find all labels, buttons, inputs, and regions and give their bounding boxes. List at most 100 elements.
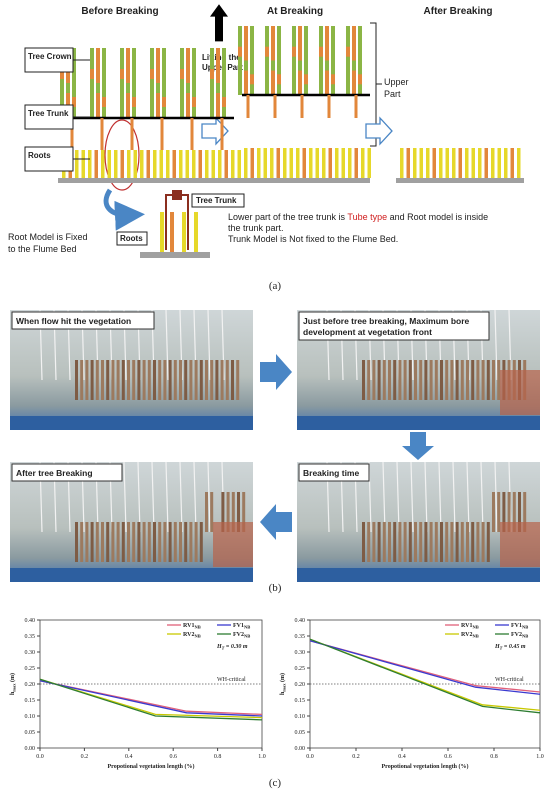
legend-entry: FV1NB: [511, 623, 528, 630]
crown-patch: [120, 69, 124, 79]
crown-bar: [331, 26, 335, 95]
vegetation: [142, 360, 146, 400]
vegetation: [215, 360, 219, 400]
series-line: [39, 680, 263, 716]
vegetation: [116, 360, 120, 400]
y-tick-label: 0.40: [25, 618, 36, 624]
rope: [207, 309, 211, 381]
vegetation: [486, 522, 490, 562]
y-tick-label: 0.35: [295, 634, 306, 640]
x-tick-label: 1.0: [536, 754, 544, 760]
legend-name: FV2: [233, 632, 244, 638]
legend-name: RV2: [461, 632, 472, 638]
y-tick-label: 0.15: [295, 698, 306, 704]
root-bar: [289, 148, 293, 178]
vegetation: [132, 522, 136, 562]
photo-label: After tree Breaking: [16, 468, 93, 478]
root-bar: [400, 148, 404, 178]
label: Roots: [28, 151, 51, 160]
vegetation: [168, 360, 172, 400]
y-axis-label: hmax (m): [279, 673, 287, 695]
label-box: [11, 311, 155, 330]
root-bar: [182, 212, 186, 252]
crown-patch: [216, 83, 220, 93]
root-bar: [160, 212, 164, 252]
root-bar: [283, 148, 287, 178]
vegetation: [90, 522, 94, 562]
y-tick-label: 0.30: [295, 650, 306, 656]
legend-name: RV1: [183, 623, 194, 629]
rope: [165, 461, 169, 533]
vegetation: [486, 360, 490, 400]
annotation-part: H: [216, 644, 222, 650]
root-bar: [250, 148, 254, 178]
legend-entry: FV2NB: [511, 632, 528, 639]
y-axis-label: hmax (m): [9, 673, 17, 695]
annotation: HT = 0.30 m: [216, 644, 248, 651]
x-tick-label: 0.4: [125, 754, 133, 760]
crown-patch: [346, 46, 350, 57]
crown-bar: [222, 48, 226, 118]
crown-patch: [277, 74, 281, 85]
crown-bar: [292, 26, 296, 95]
legend-entry: FV1NB: [233, 623, 250, 630]
label-box: [116, 231, 148, 246]
crown-patch: [150, 69, 154, 79]
vegetation: [440, 360, 443, 400]
vegetation: [398, 522, 402, 562]
vegetation: [398, 360, 402, 400]
vegetation: [163, 522, 167, 562]
caption: (b): [269, 582, 282, 594]
vegetation: [466, 522, 469, 562]
crown-bar: [319, 26, 323, 95]
legend-entry: RV1NB: [461, 623, 479, 630]
root-bar: [471, 148, 475, 178]
vegetation: [236, 360, 240, 400]
arrow: [201, 116, 229, 146]
crown-patch: [250, 74, 254, 85]
arrow: [402, 432, 434, 460]
vegetation: [367, 522, 371, 562]
rope: [123, 461, 127, 533]
vegetation: [445, 360, 449, 400]
root-bar: [439, 148, 443, 178]
root-bar: [491, 148, 495, 178]
label: Tree Crown: [28, 52, 72, 61]
chart: 0.00 0.05 0.10 0.15 0.20 0.25 0.30 0.35 0.40 0.0 0…: [279, 618, 544, 770]
vegetation: [377, 522, 381, 562]
y-tick-label: 0.30: [25, 650, 36, 656]
crown-patch: [96, 83, 100, 93]
vegetation: [497, 492, 501, 532]
vegetation: [101, 360, 104, 400]
y-tick-label: 0.10: [25, 714, 36, 720]
rope: [207, 461, 211, 533]
vegetation: [512, 492, 516, 532]
legend-entry: RV2NB: [183, 632, 201, 639]
vegetation: [85, 360, 89, 400]
root-bar: [445, 148, 449, 178]
legend-name: FV1: [233, 623, 244, 629]
vegetation: [455, 522, 459, 562]
vegetation: [153, 360, 156, 400]
vegetation: [434, 522, 438, 562]
vegetation: [450, 522, 454, 562]
flume-bed: [140, 252, 210, 258]
crown-bar: [250, 26, 254, 95]
vegetation: [450, 360, 454, 400]
vegetation: [189, 522, 193, 562]
root-bar: [81, 150, 85, 178]
series-line: [39, 678, 263, 719]
rope: [452, 461, 456, 533]
x-tick-label: 0.6: [169, 754, 177, 760]
root-bar: [270, 148, 274, 178]
root-bar: [510, 148, 514, 178]
annotation-part: = 0.45 m: [502, 644, 525, 650]
crown-patch: [358, 74, 362, 85]
y-tick-label: 0.00: [295, 746, 306, 752]
crown-patch: [186, 83, 190, 93]
rope: [165, 309, 169, 381]
root-bar: [458, 148, 462, 178]
rope: [410, 461, 414, 533]
rope: [382, 461, 386, 533]
crown-patch: [271, 60, 275, 71]
